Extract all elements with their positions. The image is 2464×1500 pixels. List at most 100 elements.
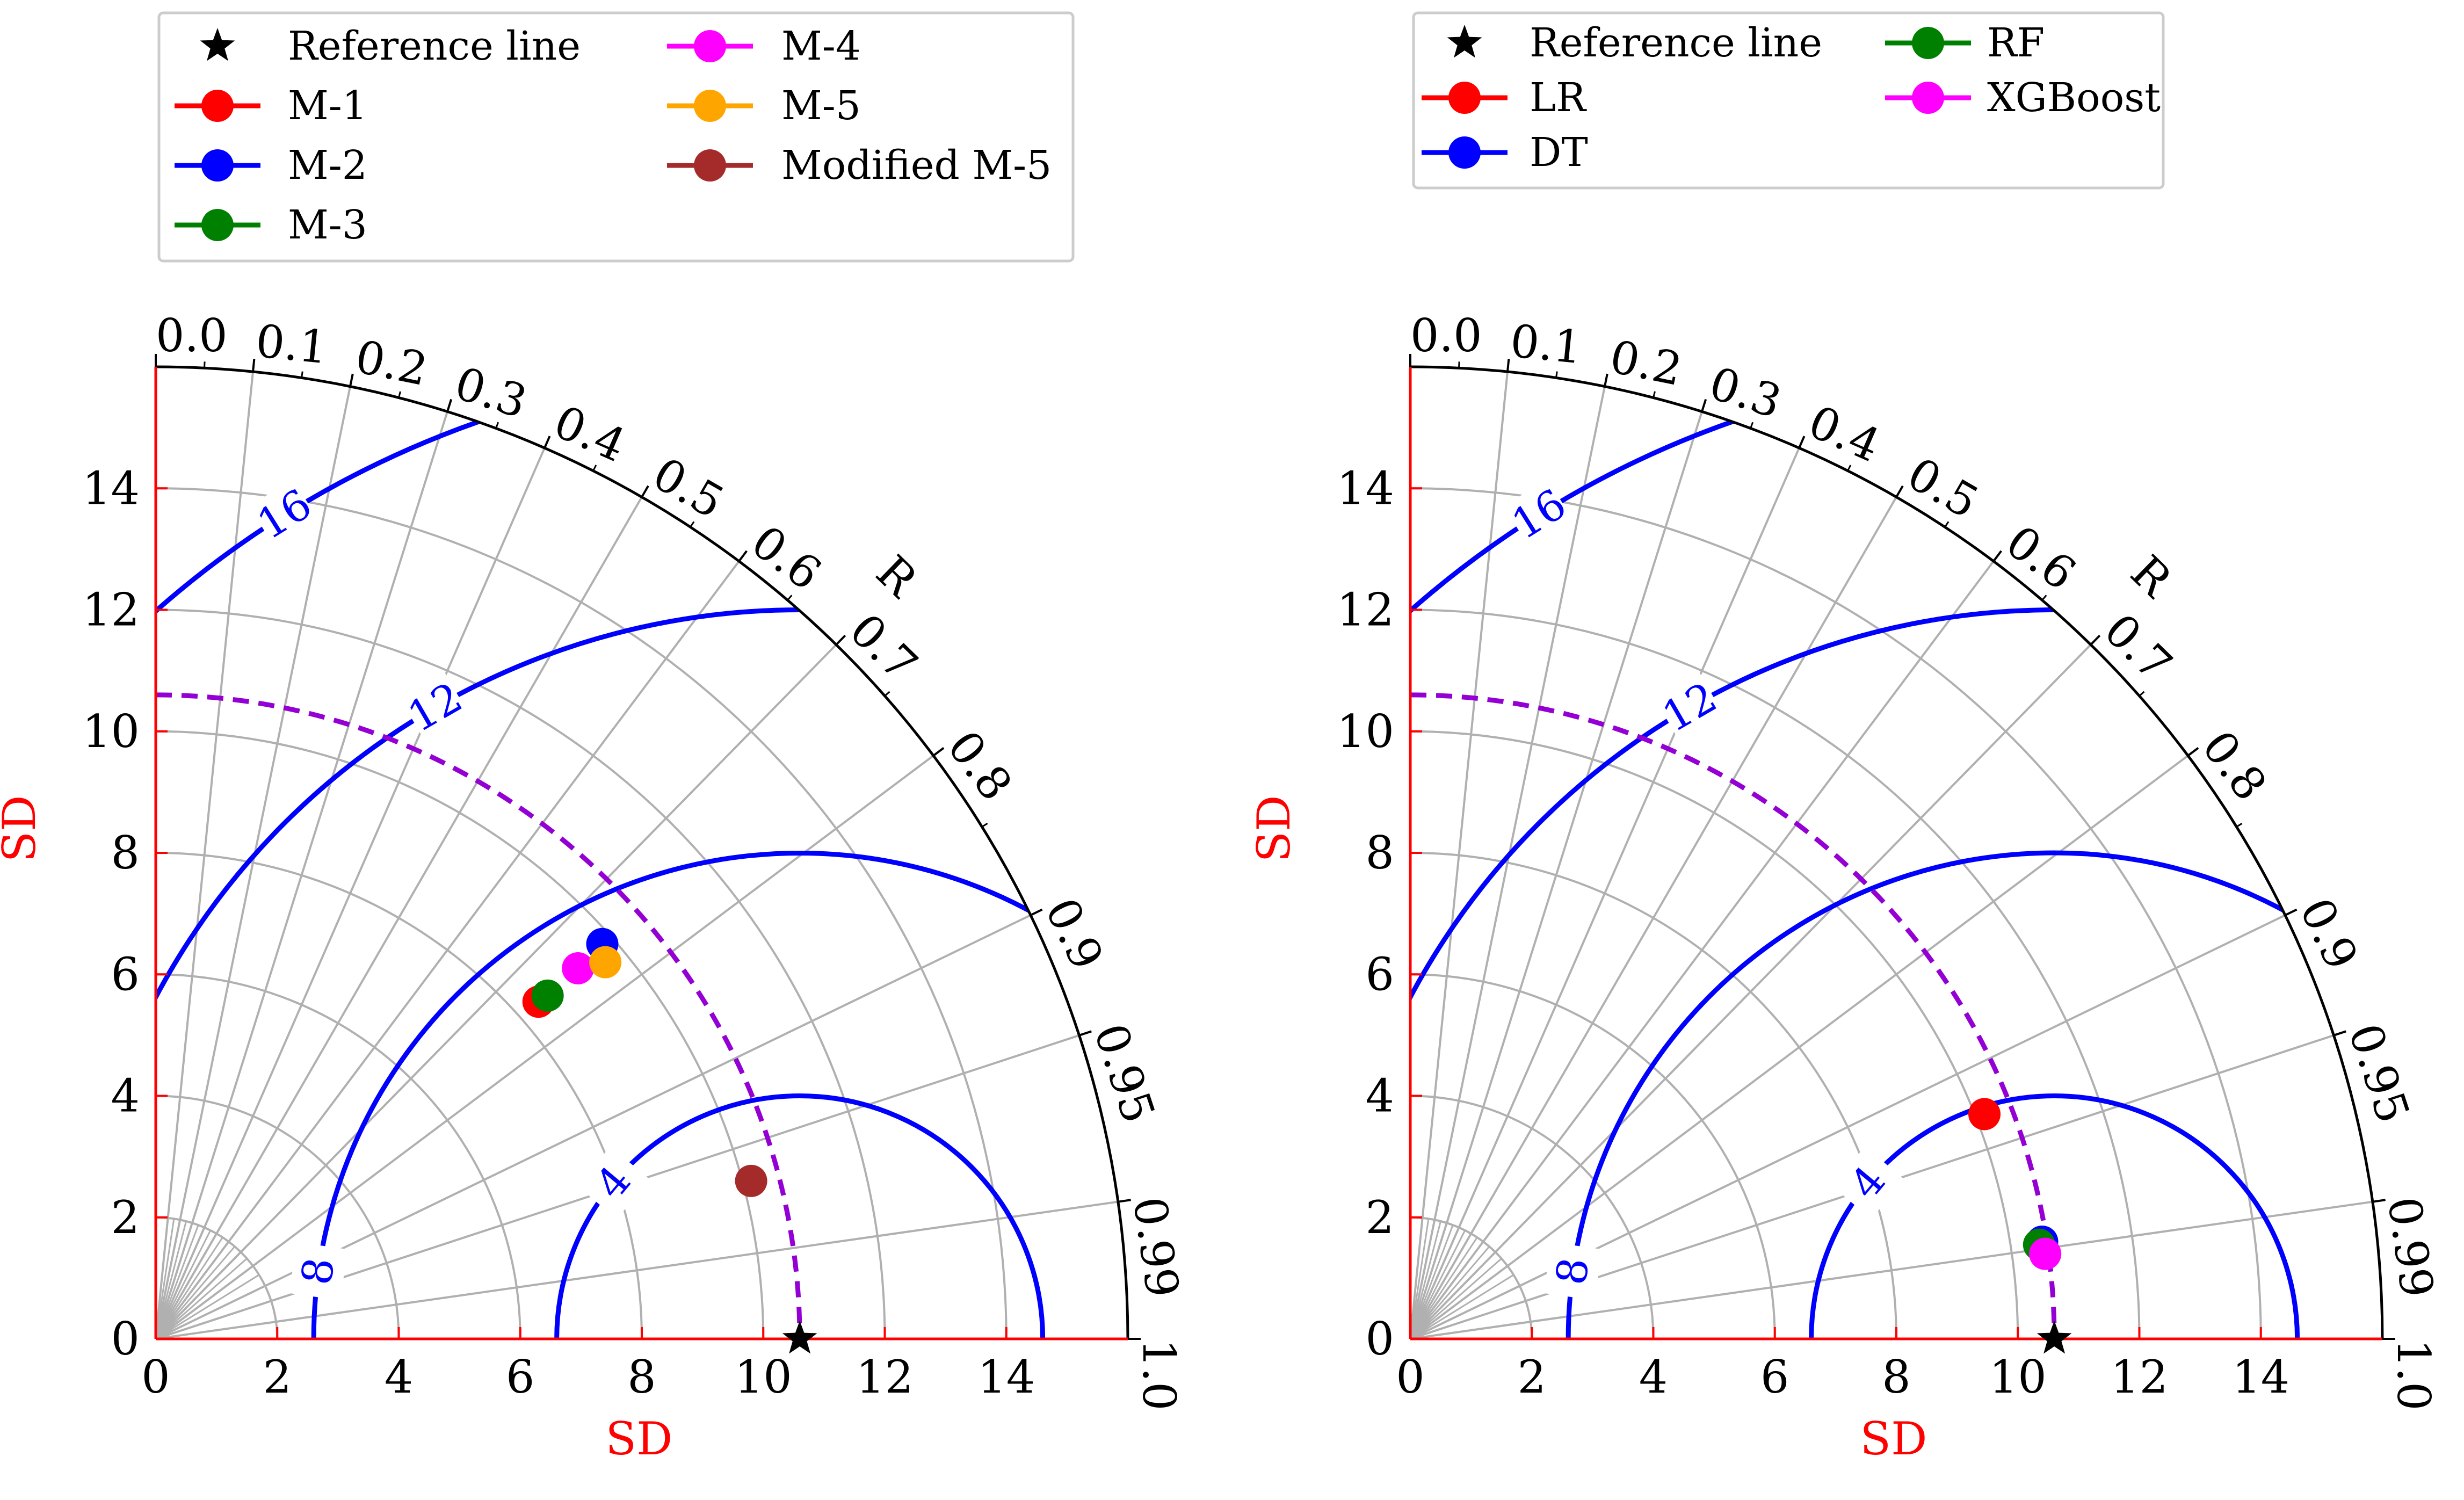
rms-label: 8 xyxy=(1547,1255,1599,1288)
corr-grid-line xyxy=(1409,560,1995,1340)
rms-contour-4 xyxy=(1809,1093,2300,1339)
legend-label: LR xyxy=(1530,75,1587,121)
corr-grid-line xyxy=(155,447,546,1339)
corr-tick-label: 0.4 xyxy=(547,395,634,472)
corr-tick-label: 0.5 xyxy=(644,447,733,529)
corr-minor-tick xyxy=(301,371,303,378)
point-m-4 xyxy=(562,952,595,984)
corr-grid-line xyxy=(1409,644,2092,1340)
legend-marker xyxy=(694,90,726,122)
rms-contour-8 xyxy=(1566,850,2382,1339)
corr-minor-line xyxy=(1409,1246,1490,1339)
y-tick-label: 10 xyxy=(1337,705,1394,758)
legend-marker xyxy=(694,149,726,182)
corr-minor-tick xyxy=(1992,555,1998,562)
corr-grid-line xyxy=(1409,447,1800,1339)
corr-grid-line xyxy=(155,914,1031,1340)
legend-box xyxy=(1412,11,2165,190)
corr-minor-tick xyxy=(349,380,352,387)
legend-label: Reference line xyxy=(1530,20,1822,66)
corr-minor-line xyxy=(155,1237,223,1339)
x-tick-label: 10 xyxy=(1989,1351,2047,1403)
corr-minor-tick xyxy=(543,441,548,448)
x-tick-label: 8 xyxy=(627,1351,656,1403)
corr-tick-label: 1.0 xyxy=(2387,1339,2440,1411)
legend-marker xyxy=(1448,136,1481,169)
point-m-5 xyxy=(589,946,622,979)
y-axis-label: SD xyxy=(1248,795,1300,863)
x-tick-label: 4 xyxy=(1639,1351,1668,1403)
legend-box xyxy=(157,11,1075,263)
corr-tick-label: 0.6 xyxy=(1996,515,2085,600)
corr-minor-tick xyxy=(2236,822,2243,828)
reference-sd-arc xyxy=(155,692,802,1339)
corr-minor-line xyxy=(1409,1224,1454,1339)
corr-tick-label: 0.4 xyxy=(1801,395,1888,472)
corr-minor-line xyxy=(155,1221,187,1339)
rms-label-halo xyxy=(1654,672,1725,743)
corr-tick-label: 0.9 xyxy=(2289,890,2368,977)
corr-minor-tick xyxy=(1079,1032,1086,1037)
corr-tick-label: 0.8 xyxy=(2192,721,2277,810)
rms-label: 16 xyxy=(1504,480,1575,549)
corr-minor-tick xyxy=(1653,391,1656,398)
legend-label: M-2 xyxy=(288,142,367,189)
corr-minor-line xyxy=(155,1274,260,1340)
legend-marker-star xyxy=(200,28,235,61)
reference-point-star xyxy=(782,1321,817,1354)
corr-tick-label: 0.6 xyxy=(742,515,831,600)
rms-contour-4 xyxy=(554,1093,1046,1339)
corr-tick-mark xyxy=(2372,1199,2386,1203)
y-tick-label: 4 xyxy=(111,1070,140,1122)
x-tick-label: 0 xyxy=(1396,1351,1424,1403)
corr-minor-tick xyxy=(1944,521,1950,528)
corr-grid-line xyxy=(1409,371,1509,1339)
corr-grid-line xyxy=(155,644,837,1340)
corr-tick-label: 0.0 xyxy=(1410,309,1482,362)
x-tick-label: 2 xyxy=(1518,1351,1546,1403)
rms-label: 16 xyxy=(249,480,320,549)
sd-grid-arc xyxy=(1410,852,1897,1339)
rms-label-halo xyxy=(289,1242,348,1301)
corr-tick-label: 0.95 xyxy=(1084,1017,1165,1129)
corr-minor-tick xyxy=(835,639,842,646)
corr-axis-label: R xyxy=(2121,545,2183,607)
corr-minor-tick xyxy=(592,465,597,472)
x-tick-label: 14 xyxy=(2232,1351,2289,1403)
sd-grid-arc xyxy=(1410,1216,1533,1339)
sd-grid-arc xyxy=(155,487,1008,1339)
corr-tick-label: 1.0 xyxy=(1133,1339,1185,1411)
rms-label-halo xyxy=(1503,479,1575,550)
corr-minor-line xyxy=(1409,1219,1430,1339)
y-tick-label: 14 xyxy=(82,462,140,515)
corr-tick-label: 0.3 xyxy=(449,357,533,429)
outer-arc xyxy=(155,365,1129,1339)
x-axis-label: SD xyxy=(606,1412,673,1465)
corr-minor-line xyxy=(155,1224,199,1339)
corr-minor-tick xyxy=(1895,491,1901,498)
legend: Reference line LR DT RF XGBoost xyxy=(1412,11,2165,190)
y-tick-label: 8 xyxy=(111,827,140,879)
corr-grid-line xyxy=(1410,914,2286,1340)
corr-grid-line xyxy=(1409,496,1897,1339)
rms-label-halo xyxy=(400,672,470,743)
legend-marker xyxy=(201,209,234,241)
corr-minor-tick xyxy=(1701,405,1705,412)
x-tick-label: 6 xyxy=(1760,1351,1789,1403)
sd-grid-arc xyxy=(155,730,765,1339)
corr-grid-line xyxy=(155,371,254,1339)
reference-point-star xyxy=(2037,1321,2072,1354)
corr-minor-tick xyxy=(2285,911,2292,916)
legend-label: DT xyxy=(1530,129,1588,176)
corr-minor-tick xyxy=(1604,380,1607,387)
rms-label-halo xyxy=(577,1146,650,1219)
corr-minor-tick xyxy=(787,595,793,601)
corr-minor-tick xyxy=(2090,639,2096,646)
corr-tick-label: 0.7 xyxy=(839,604,927,692)
outer-arc xyxy=(1410,365,2384,1339)
legend-marker xyxy=(1448,82,1481,114)
y-tick-label: 6 xyxy=(1366,948,1394,1001)
sd-grid-arc xyxy=(1410,973,1776,1339)
corr-tick-label: 0.9 xyxy=(1035,890,1113,977)
corr-tick-label: 0.2 xyxy=(1606,330,1686,396)
